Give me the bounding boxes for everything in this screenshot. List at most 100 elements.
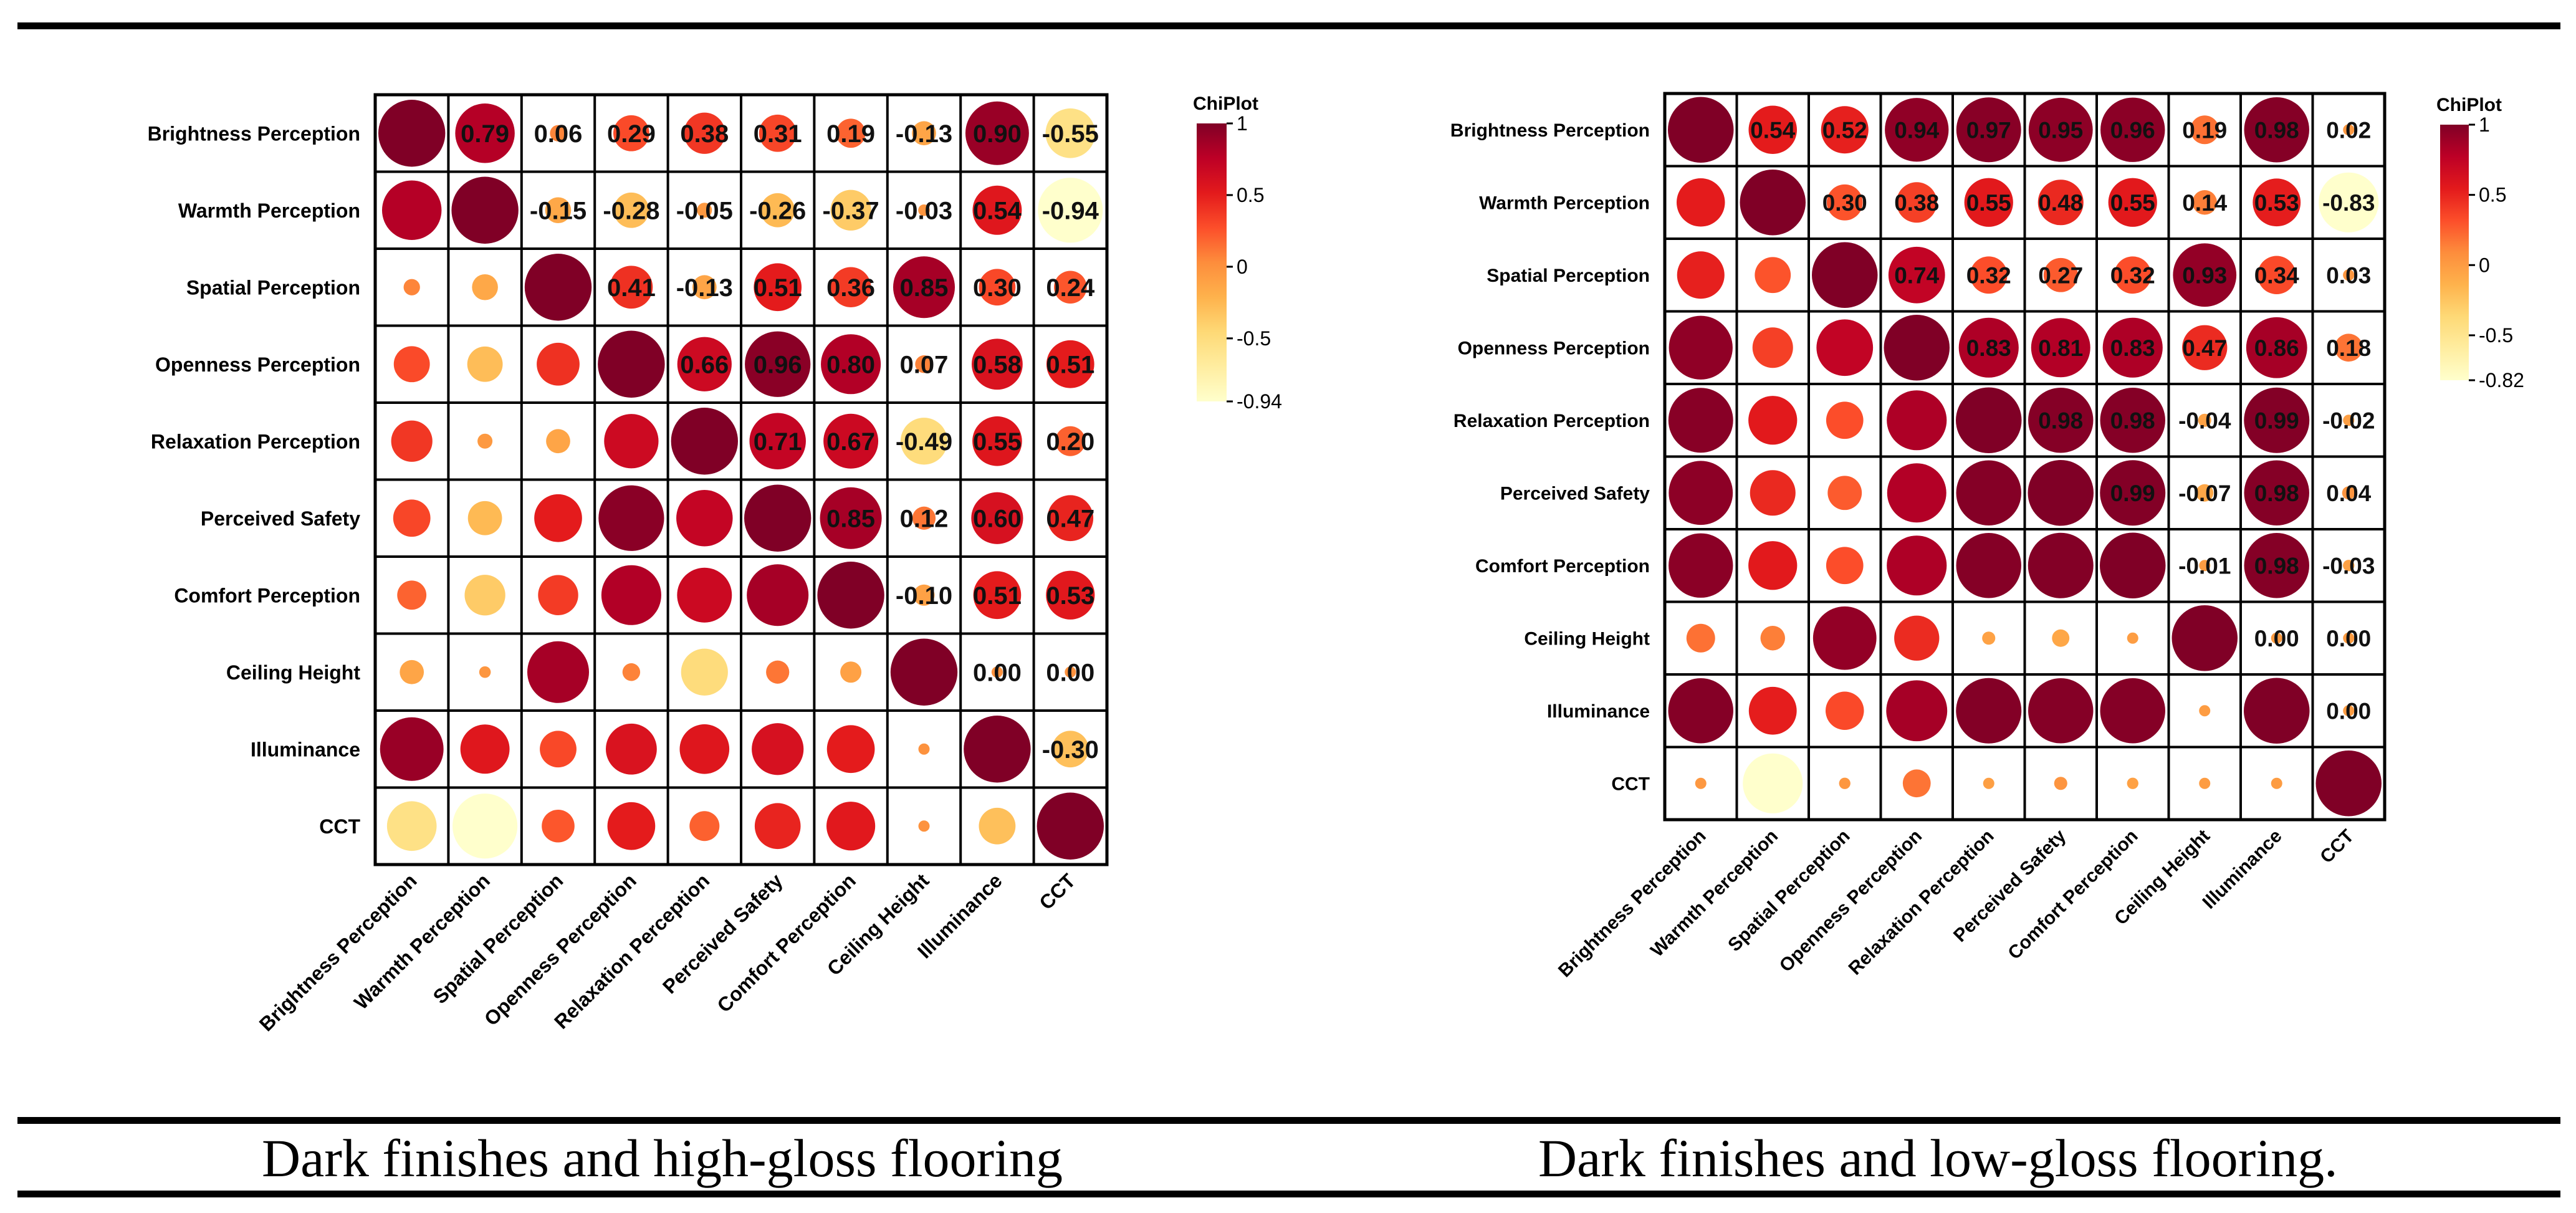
correlation-circle-r7-c3: 0.07 bbox=[622, 663, 641, 681]
correlation-circle-r6-c5: 0.85 bbox=[747, 564, 809, 626]
correlation-circle-r7-c9: 0.00 bbox=[1065, 666, 1076, 678]
correlation-circle-r0-c0: 1.00 bbox=[1668, 97, 1734, 163]
correlation-value-label: 0.48 bbox=[2038, 190, 2083, 216]
correlation-circle-r3-c4: 0.83 bbox=[1958, 317, 2019, 378]
correlation-circle-r6-c8: 0.51 bbox=[973, 571, 1022, 620]
correlation-circle-r6-c4: 0.98 bbox=[1956, 533, 2021, 598]
correlation-circle-r2-c9: 0.03 bbox=[2343, 269, 2355, 281]
correlation-circle-r3-c9: 0.18 bbox=[2334, 333, 2363, 362]
correlation-circle-r1-c7: 0.14 bbox=[2192, 190, 2217, 215]
correlation-circle-r8-c6: 0.51 bbox=[826, 725, 875, 774]
correlation-circle-r7-c8: 0.00 bbox=[991, 666, 1003, 678]
column-label-comfort: Comfort Perception bbox=[712, 869, 860, 1017]
colorbar-tick-label: -0.5 bbox=[1237, 327, 1271, 350]
correlation-circle-r9-c2: 0.03 bbox=[1839, 777, 1851, 789]
correlation-circle-r6-c0: 0.96 bbox=[1669, 533, 1733, 598]
correlation-circle-r1-c2: -0.15 bbox=[545, 197, 572, 224]
correlation-value-label: 0.85 bbox=[826, 506, 875, 533]
correlation-value-label: 0.18 bbox=[2326, 335, 2371, 361]
correlation-value-label: 0.38 bbox=[1894, 190, 1939, 216]
legend-title: ChiPlot bbox=[2436, 95, 2502, 115]
correlation-value-label: -0.30 bbox=[1042, 736, 1099, 764]
correlation-value-label: 0.47 bbox=[1046, 506, 1094, 533]
correlation-circle-r3-c6: 0.83 bbox=[2102, 317, 2163, 378]
correlation-circle-r0-c5: 0.95 bbox=[2028, 97, 2093, 162]
bottom-rule bbox=[17, 1191, 2560, 1197]
correlation-circle-r7-c5: 0.12 bbox=[766, 660, 790, 684]
correlation-circle-r1-c5: 0.48 bbox=[2037, 180, 2084, 226]
correlation-circle-r6-c1: 0.55 bbox=[1748, 541, 1798, 590]
correlation-circle-r6-c1: -0.37 bbox=[464, 575, 505, 616]
correlation-circle-r8-c1: 0.54 bbox=[460, 724, 510, 774]
column-label-relaxation: Relaxation Perception bbox=[1845, 826, 1998, 979]
correlation-circle-r5-c6: 0.85 bbox=[820, 487, 882, 549]
colorbar-tick-label: 0.5 bbox=[2479, 184, 2506, 206]
correlation-circle-r0-c4: 0.97 bbox=[1956, 97, 2021, 163]
correlation-circle-r9-c4: -0.02 bbox=[1983, 777, 1994, 789]
correlation-circle-r4-c5: 0.98 bbox=[2028, 388, 2094, 453]
correlation-value-label: 0.00 bbox=[2326, 626, 2371, 651]
row-label-safety: Perceived Safety bbox=[201, 507, 360, 530]
correlation-circle-r4-c2: 0.32 bbox=[1826, 401, 1864, 439]
correlation-circle-r6-c7: -0.01 bbox=[2199, 560, 2211, 572]
correlation-circle-r2-c9: 0.24 bbox=[1053, 271, 1087, 304]
correlation-value-label: -0.13 bbox=[896, 120, 952, 148]
correlation-circle-r2-c4: -0.13 bbox=[692, 275, 717, 300]
correlation-value-label: 0.85 bbox=[900, 274, 949, 302]
row-label-relaxation: Relaxation Perception bbox=[151, 430, 360, 453]
correlation-circle-r8-c5: 0.60 bbox=[752, 723, 804, 775]
correlation-value-label: -0.94 bbox=[1042, 198, 1099, 225]
correlation-circle-r9-c6: -0.03 bbox=[2127, 777, 2138, 789]
correlation-circle-r6-c8: 0.98 bbox=[2244, 533, 2309, 598]
correlation-circle-r4-c3: 0.66 bbox=[604, 414, 659, 469]
correlation-value-label: -0.15 bbox=[530, 198, 587, 225]
correlation-circle-r0-c2: 0.06 bbox=[550, 125, 567, 141]
correlation-value-label: 0.96 bbox=[754, 352, 802, 379]
correlation-circle-r5-c3: 0.96 bbox=[598, 485, 664, 551]
correlation-circle-r2-c1: 0.30 bbox=[1755, 257, 1791, 294]
correlation-value-label: 0.38 bbox=[680, 120, 729, 148]
correlation-circle-r9-c3: 0.51 bbox=[607, 802, 656, 850]
correlation-circle-r0-c0: 1.00 bbox=[378, 100, 446, 167]
column-label-warmth: Warmth Perception bbox=[1647, 826, 1782, 961]
correlation-circle-r9-c9: 1.00 bbox=[1037, 792, 1104, 860]
correlation-circle-r4-c1: 0.55 bbox=[1748, 396, 1798, 445]
column-label-warmth: Warmth Perception bbox=[350, 869, 494, 1014]
correlation-circle-r0-c3: 0.94 bbox=[1885, 98, 1949, 162]
correlation-circle-r1-c6: -0.37 bbox=[830, 189, 871, 231]
correlation-circle-r7-c2: 0.93 bbox=[1812, 606, 1877, 670]
correlation-circle-r6-c7: -0.10 bbox=[913, 584, 935, 606]
colorbar-tick-label: 1 bbox=[1237, 112, 1248, 135]
correlation-circle-r9-c3: 0.18 bbox=[1902, 769, 1931, 798]
correlation-circle-r7-c0: 0.19 bbox=[1686, 623, 1715, 653]
correlation-value-label: 0.98 bbox=[2254, 118, 2299, 143]
correlation-circle-r4-c7: -0.49 bbox=[900, 418, 948, 465]
correlation-value-label: 0.67 bbox=[826, 428, 875, 456]
correlation-circle-r4-c5: 0.71 bbox=[749, 413, 806, 469]
correlation-circle-r9-c1: -0.83 bbox=[1743, 753, 1803, 813]
correlation-circle-r1-c8: 0.53 bbox=[2253, 178, 2301, 227]
colorbar-tick-label: 0 bbox=[2479, 254, 2490, 276]
correlation-circle-r5-c8: 0.60 bbox=[971, 492, 1023, 544]
correlation-value-label: 0.55 bbox=[1966, 190, 2011, 216]
correlation-circle-r1-c3: 0.38 bbox=[1896, 182, 1937, 223]
correlation-circle-r4-c9: 0.20 bbox=[1055, 426, 1086, 456]
top-rule bbox=[17, 22, 2560, 29]
correlation-circle-r2-c3: 0.74 bbox=[1888, 246, 1945, 304]
correlation-circle-r8-c9: 0.00 bbox=[2343, 705, 2355, 717]
correlation-circle-r3-c2: 0.41 bbox=[537, 342, 580, 386]
correlation-value-label: 0.86 bbox=[2254, 335, 2299, 361]
correlation-value-label: 0.60 bbox=[973, 506, 1022, 533]
correlation-circle-r1-c6: 0.55 bbox=[2108, 178, 2157, 227]
correlation-circle-r3-c5: 0.96 bbox=[745, 331, 811, 397]
correlation-circle-r8-c1: 0.53 bbox=[1748, 686, 1797, 735]
correlation-circle-r1-c9: -0.83 bbox=[2319, 172, 2379, 233]
correlation-value-label: -0.26 bbox=[749, 198, 806, 225]
correlation-circle-r0-c9: -0.55 bbox=[1045, 108, 1096, 158]
legend-title: ChiPlot bbox=[1193, 93, 1258, 114]
correlation-circle-r0-c3: 0.29 bbox=[613, 115, 649, 151]
correlation-circle-r9-c8: 0.00 bbox=[2271, 777, 2282, 789]
column-label-openness: Openness Perception bbox=[480, 869, 641, 1030]
correlation-circle-r1-c8: 0.54 bbox=[972, 185, 1022, 235]
